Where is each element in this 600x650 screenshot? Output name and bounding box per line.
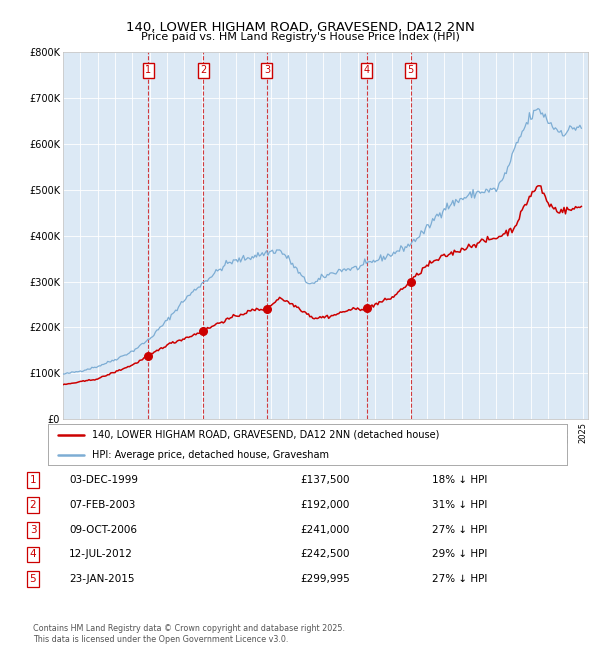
Text: Contains HM Land Registry data © Crown copyright and database right 2025.
This d: Contains HM Land Registry data © Crown c… <box>33 624 345 644</box>
Point <box>362 303 371 313</box>
Text: HPI: Average price, detached house, Gravesham: HPI: Average price, detached house, Grav… <box>92 450 329 460</box>
Text: 07-FEB-2003: 07-FEB-2003 <box>69 500 136 510</box>
Text: 1: 1 <box>29 475 37 486</box>
Text: 3: 3 <box>29 525 37 535</box>
Text: 27% ↓ HPI: 27% ↓ HPI <box>432 574 487 584</box>
Text: £192,000: £192,000 <box>300 500 349 510</box>
Text: 2: 2 <box>200 66 206 75</box>
Point <box>406 276 415 287</box>
Text: 31% ↓ HPI: 31% ↓ HPI <box>432 500 487 510</box>
Text: 5: 5 <box>29 574 37 584</box>
Text: 4: 4 <box>29 549 37 560</box>
Text: Price paid vs. HM Land Registry's House Price Index (HPI): Price paid vs. HM Land Registry's House … <box>140 32 460 42</box>
Text: 09-OCT-2006: 09-OCT-2006 <box>69 525 137 535</box>
Point <box>143 351 153 361</box>
Text: 27% ↓ HPI: 27% ↓ HPI <box>432 525 487 535</box>
Text: £299,995: £299,995 <box>300 574 350 584</box>
Text: 140, LOWER HIGHAM ROAD, GRAVESEND, DA12 2NN: 140, LOWER HIGHAM ROAD, GRAVESEND, DA12 … <box>125 21 475 34</box>
Text: £242,500: £242,500 <box>300 549 349 560</box>
Text: 3: 3 <box>264 66 270 75</box>
Text: 140, LOWER HIGHAM ROAD, GRAVESEND, DA12 2NN (detached house): 140, LOWER HIGHAM ROAD, GRAVESEND, DA12 … <box>92 430 439 439</box>
Text: 5: 5 <box>407 66 413 75</box>
Point <box>262 304 272 314</box>
Point <box>199 326 208 336</box>
Text: 29% ↓ HPI: 29% ↓ HPI <box>432 549 487 560</box>
Text: 12-JUL-2012: 12-JUL-2012 <box>69 549 133 560</box>
Text: 23-JAN-2015: 23-JAN-2015 <box>69 574 134 584</box>
Text: 18% ↓ HPI: 18% ↓ HPI <box>432 475 487 486</box>
Text: 4: 4 <box>364 66 370 75</box>
Text: 1: 1 <box>145 66 151 75</box>
Text: 03-DEC-1999: 03-DEC-1999 <box>69 475 138 486</box>
Text: £241,000: £241,000 <box>300 525 349 535</box>
Text: 2: 2 <box>29 500 37 510</box>
Text: £137,500: £137,500 <box>300 475 349 486</box>
